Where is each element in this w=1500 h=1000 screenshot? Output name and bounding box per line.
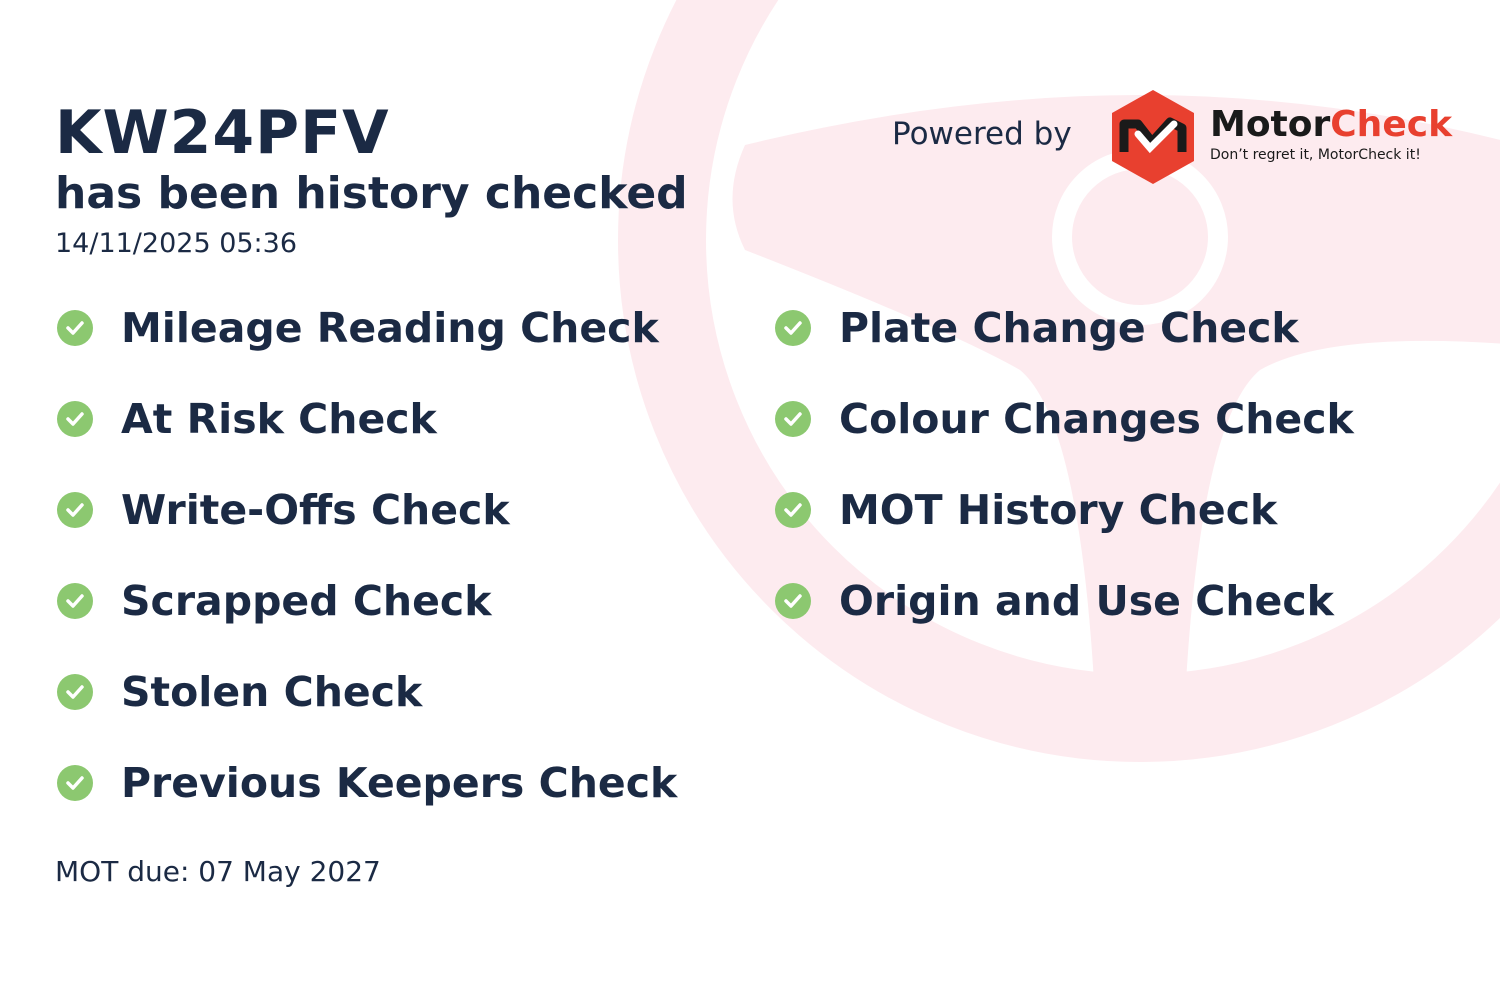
check-label: Previous Keepers Check	[121, 759, 678, 807]
check-label: MOT History Check	[839, 486, 1278, 534]
check-circle-icon	[57, 583, 93, 619]
check-circle-icon	[57, 674, 93, 710]
brand-name: MotorCheck	[1210, 104, 1453, 145]
check-circle-icon	[57, 310, 93, 346]
check-label: At Risk Check	[121, 395, 437, 443]
check-item: Plate Change Check	[775, 304, 1299, 352]
mot-due-date: MOT due: 07 May 2027	[55, 855, 381, 888]
check-label: Plate Change Check	[839, 304, 1299, 352]
check-item: Write-Offs Check	[57, 486, 510, 534]
check-item: MOT History Check	[775, 486, 1277, 534]
check-item: Scrapped Check	[57, 577, 492, 625]
check-circle-icon	[775, 583, 811, 619]
check-item: At Risk Check	[57, 395, 437, 443]
check-item: Previous Keepers Check	[57, 759, 677, 807]
check-item: Stolen Check	[57, 668, 422, 716]
motorcheck-logo-icon	[1112, 90, 1194, 184]
check-item: Mileage Reading Check	[57, 304, 659, 352]
check-label: Write-Offs Check	[121, 486, 510, 534]
check-label: Colour Changes Check	[839, 395, 1354, 443]
check-item: Colour Changes Check	[775, 395, 1354, 443]
check-circle-icon	[57, 401, 93, 437]
check-circle-icon	[775, 492, 811, 528]
check-circle-icon	[775, 401, 811, 437]
check-label: Mileage Reading Check	[121, 304, 659, 352]
powered-by-label: Powered by	[892, 116, 1072, 152]
page-subtitle: has been history checked	[55, 168, 688, 219]
check-circle-icon	[775, 310, 811, 346]
brand-tagline: Don’t regret it, MotorCheck it!	[1210, 147, 1421, 163]
check-label: Scrapped Check	[121, 577, 492, 625]
check-circle-icon	[57, 492, 93, 528]
vehicle-plate: KW24PFV	[55, 98, 390, 168]
check-timestamp: 14/11/2025 05:36	[55, 228, 298, 259]
check-circle-icon	[57, 765, 93, 801]
check-label: Stolen Check	[121, 668, 423, 716]
check-label: Origin and Use Check	[839, 577, 1334, 625]
check-item: Origin and Use Check	[775, 577, 1334, 625]
